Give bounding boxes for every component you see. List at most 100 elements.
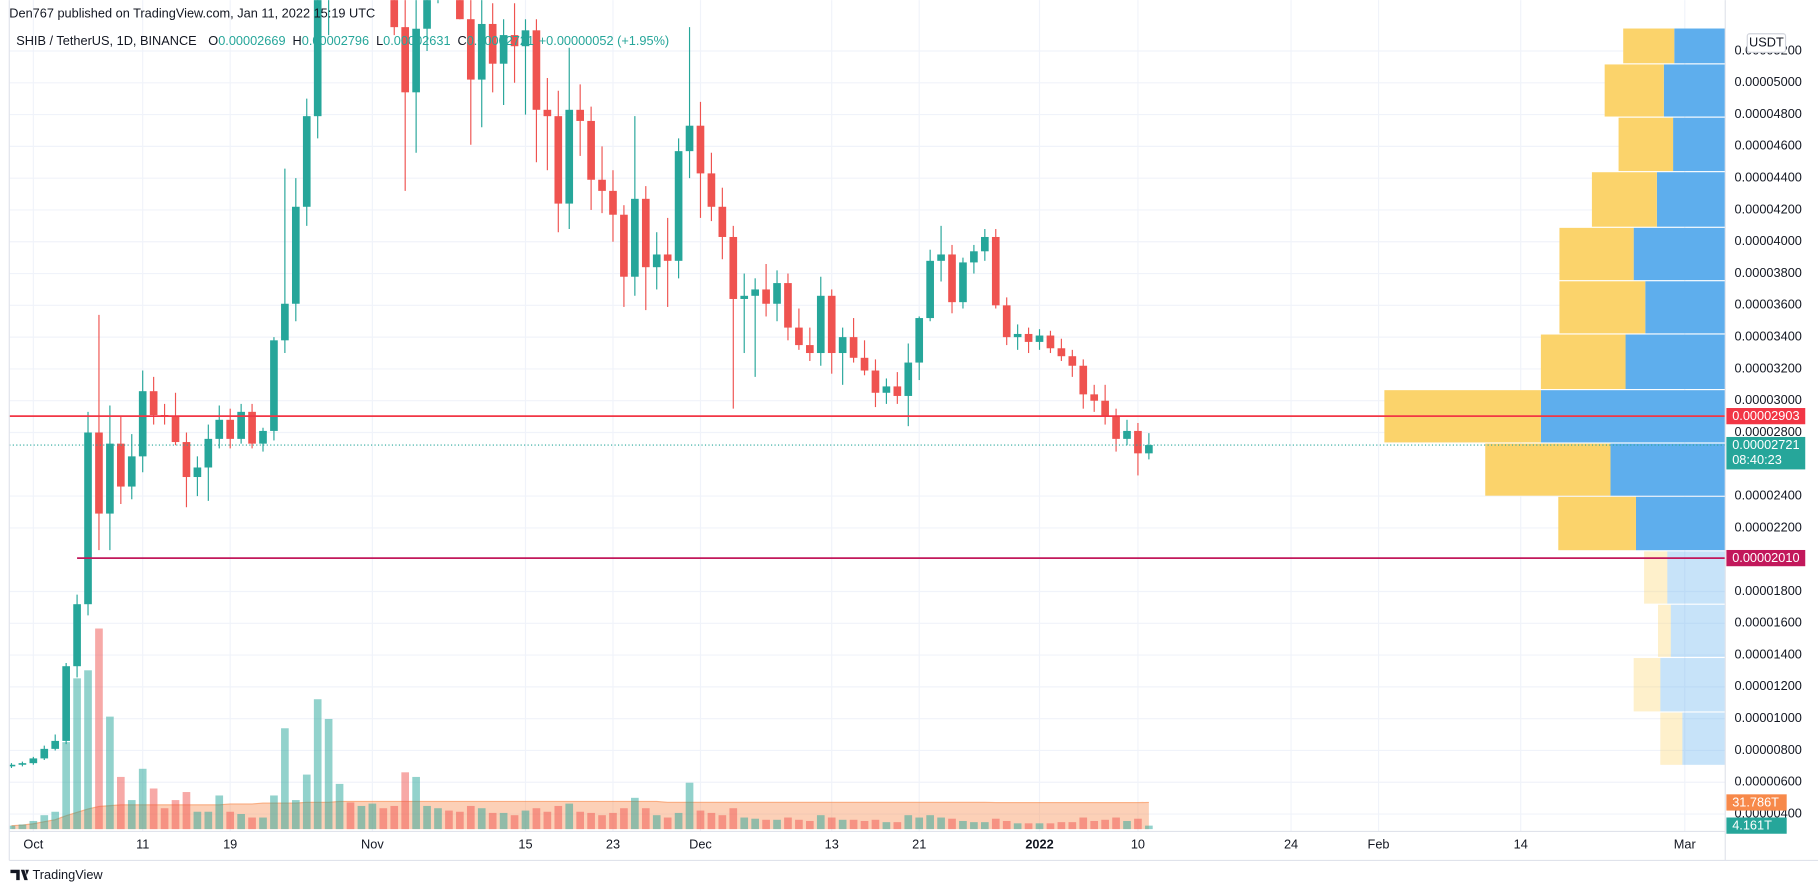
candle-body — [215, 419, 224, 439]
candle-body — [51, 740, 60, 749]
candle-body — [882, 386, 891, 393]
volume-bar — [237, 814, 245, 830]
candle-body — [849, 337, 858, 358]
y-tick-label: 0.00004000 — [1735, 233, 1802, 248]
volume-bar — [827, 817, 836, 830]
volume-bar — [991, 818, 1000, 830]
volume-bar — [970, 822, 978, 830]
profile-sell — [1558, 496, 1636, 551]
volume-bar — [1123, 820, 1131, 830]
volume-bar — [324, 718, 333, 830]
candle-body — [237, 411, 245, 439]
volume-bar — [215, 795, 224, 830]
candle-body — [806, 345, 814, 354]
legend-symbol: SHIB / TetherUS, 1D, BINANCE — [16, 33, 196, 48]
candle-body — [259, 430, 267, 444]
candle-body — [171, 416, 180, 443]
candle-body — [204, 438, 213, 468]
x-tick-label: 24 — [1284, 837, 1298, 852]
candle-body — [510, 35, 519, 47]
candle-body — [62, 666, 70, 741]
volume-bar — [1046, 823, 1055, 830]
candle-body — [576, 109, 584, 121]
volume-bar — [171, 800, 180, 830]
profile-sell — [1604, 64, 1664, 117]
candle-body — [773, 283, 781, 304]
x-tick-label: 13 — [825, 837, 839, 852]
profile-buy — [1645, 281, 1726, 334]
candle-body — [543, 109, 552, 117]
volume-bar — [631, 797, 639, 830]
volume-bar — [357, 805, 366, 830]
volume-bar — [806, 820, 814, 830]
candle-body — [674, 151, 683, 261]
volume-bar — [379, 808, 388, 830]
candle-body — [663, 254, 672, 261]
candle-body — [871, 370, 880, 393]
volume-bar — [565, 803, 574, 830]
candle-body — [827, 295, 836, 354]
profile-buy — [1625, 334, 1726, 390]
volume-bar — [641, 808, 650, 830]
candle-body — [1013, 333, 1022, 338]
x-tick-label: 21 — [912, 837, 926, 852]
y-tick-label: 0.00003800 — [1735, 265, 1802, 280]
candle-body — [718, 206, 727, 237]
volume-bar — [106, 716, 114, 830]
level-tag-label: 0.00002010 — [1732, 550, 1799, 565]
y-tick-label: 0.00000800 — [1735, 742, 1802, 757]
y-tick-label: 0.00001400 — [1735, 646, 1802, 661]
candle-body — [1123, 430, 1131, 439]
y-tick-label: 0.00005000 — [1735, 74, 1802, 89]
volume-bar — [1002, 820, 1011, 830]
volume-bar — [248, 817, 256, 830]
candle-body — [652, 254, 661, 268]
x-tick-label: 14 — [1514, 837, 1528, 852]
legend-key: L — [376, 33, 383, 48]
candle-body — [456, 0, 464, 20]
volume-bar — [204, 811, 213, 830]
volume-ma-tag — [1726, 794, 1787, 811]
volume-bar — [838, 819, 847, 830]
volume-bar — [346, 802, 355, 830]
volume-bar — [740, 817, 749, 830]
candle-body — [1090, 394, 1099, 401]
candle-body — [149, 391, 158, 416]
y-tick-label: 0.00003400 — [1735, 329, 1802, 344]
volume-bar — [521, 810, 530, 830]
profile-buy — [1674, 28, 1726, 64]
y-tick-label: 0.00002200 — [1735, 519, 1802, 534]
volume-bar — [1079, 817, 1088, 830]
volume-ma-line — [11, 800, 1149, 827]
candle-body — [751, 289, 759, 296]
y-tick-label: 0.00004600 — [1735, 138, 1802, 153]
volume-bar — [751, 818, 759, 830]
volume-bar — [652, 815, 661, 830]
candle-body — [587, 120, 595, 180]
candle-body — [423, 0, 431, 29]
volume-bar — [948, 818, 956, 830]
volume-bar — [598, 815, 606, 830]
y-tick-label: 0.00004400 — [1735, 170, 1802, 185]
candle-body — [390, 0, 399, 28]
volume-bar — [18, 824, 27, 830]
candle-body — [1068, 356, 1077, 366]
candle-body — [1079, 365, 1088, 395]
candle-body — [1035, 335, 1044, 342]
volume-bar — [335, 783, 344, 830]
x-tick-label: 11 — [136, 837, 149, 852]
volume-bar — [674, 812, 683, 830]
y-tick-label: 0.00003000 — [1735, 392, 1802, 407]
legend-value: 0.00002796 — [302, 33, 369, 48]
y-tick-label: 0.00002400 — [1735, 487, 1802, 502]
level-tag — [1726, 549, 1806, 567]
profile-buy — [1656, 172, 1726, 227]
currency-box[interactable] — [1746, 33, 1787, 53]
legend-key: H — [293, 33, 302, 48]
currency-label: USDT — [1749, 34, 1784, 49]
volume-tag-label: 4.161T — [1732, 818, 1772, 833]
candle-body — [707, 173, 716, 207]
volume-bar — [138, 768, 147, 830]
profile-buy — [1663, 64, 1726, 117]
